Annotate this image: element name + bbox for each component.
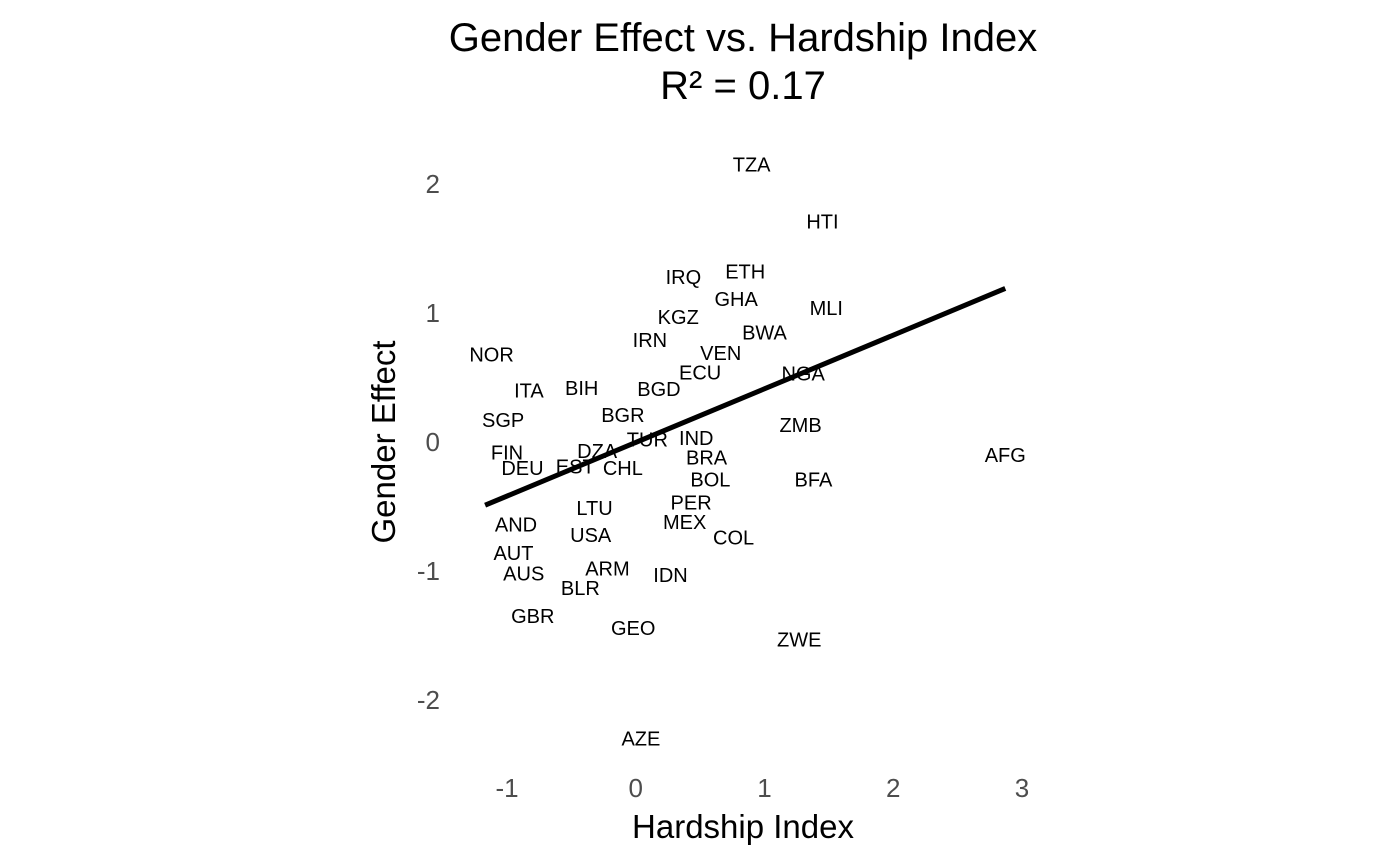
point-label-deu: DEU	[501, 458, 543, 480]
point-label-ita: ITA	[514, 380, 544, 402]
point-label-nor: NOR	[469, 344, 513, 366]
point-label-gha: GHA	[715, 289, 759, 311]
x-tick-label: 1	[757, 773, 771, 803]
y-tick-label: 2	[426, 169, 440, 199]
point-label-eth: ETH	[725, 262, 765, 284]
chart-title: Gender Effect vs. Hardship Index	[449, 16, 1037, 60]
point-label-arm: ARM	[585, 558, 629, 580]
point-label-tza: TZA	[733, 155, 771, 177]
x-tick-label: 3	[1015, 773, 1029, 803]
y-tick-label: 0	[426, 427, 440, 457]
point-label-bol: BOL	[690, 469, 730, 491]
point-label-ltu: LTU	[576, 498, 612, 520]
point-label-irn: IRN	[633, 330, 667, 352]
y-axis-title: Gender Effect	[365, 340, 402, 543]
x-tick-label: -1	[495, 773, 518, 803]
point-label-mex: MEX	[663, 512, 706, 534]
point-label-fin: FIN	[491, 442, 523, 464]
point-label-mli: MLI	[810, 298, 843, 320]
point-label-aze: AZE	[621, 729, 660, 751]
point-label-afg: AFG	[985, 445, 1026, 467]
point-label-zwe: ZWE	[777, 629, 821, 651]
point-label-sgp: SGP	[482, 410, 524, 432]
point-label-bgr: BGR	[601, 405, 644, 427]
point-label-ven: VEN	[700, 343, 741, 365]
plot-area: -1 0 1 2 3 -2 -1 0 1 2 TZA HTI IRQ ETH GHA MLI KGZ BWA IRN…	[417, 155, 1029, 803]
point-label-irq: IRQ	[666, 267, 702, 289]
point-label-per: PER	[671, 493, 712, 515]
point-label-bfa: BFA	[795, 469, 833, 491]
point-label-ecu: ECU	[679, 362, 721, 384]
point-label-idn: IDN	[653, 565, 687, 587]
chart-subtitle: R² = 0.17	[660, 64, 826, 108]
point-label-est: EST	[556, 457, 595, 479]
x-tick-label: 2	[886, 773, 900, 803]
y-tick-label: -1	[417, 556, 440, 586]
point-label-kgz: KGZ	[658, 307, 699, 329]
point-label-col: COL	[713, 527, 754, 549]
point-label-bgd: BGD	[637, 379, 680, 401]
point-label-geo: GEO	[611, 618, 655, 640]
regression-line	[484, 286, 1007, 508]
point-label-gbr: GBR	[511, 606, 554, 628]
point-label-and: AND	[495, 515, 537, 537]
point-label-hti: HTI	[806, 211, 838, 233]
point-label-bih: BIH	[565, 378, 598, 400]
point-label-bwa: BWA	[742, 322, 787, 344]
point-label-zmb: ZMB	[779, 415, 821, 437]
y-tick-label: 1	[426, 298, 440, 328]
point-label-blr: BLR	[561, 578, 600, 600]
y-tick-label: -2	[417, 685, 440, 715]
x-axis-title: Hardship Index	[632, 808, 854, 845]
point-label-aut: AUT	[493, 543, 533, 565]
x-tick-label: 0	[629, 773, 643, 803]
point-label-usa: USA	[570, 525, 612, 547]
point-label-aus: AUS	[503, 564, 544, 586]
point-label-bra: BRA	[686, 447, 728, 469]
point-label-chl: CHL	[603, 458, 643, 480]
point-label-dza: DZA	[577, 441, 618, 463]
point-label-tur: TUR	[627, 429, 668, 451]
point-label-nga: NGA	[781, 364, 825, 386]
point-label-ind: IND	[679, 428, 713, 450]
